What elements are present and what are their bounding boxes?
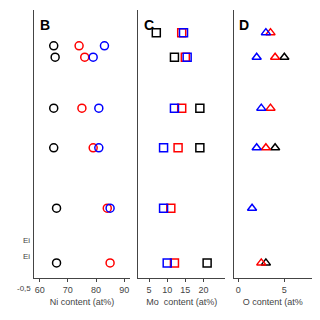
svg-text:Ei: Ei bbox=[23, 252, 30, 261]
svg-text:60: 60 bbox=[35, 285, 45, 295]
svg-text:C: C bbox=[144, 17, 154, 33]
svg-text:Ni content (at%): Ni content (at%) bbox=[50, 297, 115, 307]
svg-text:20: 20 bbox=[198, 285, 208, 295]
svg-text:B: B bbox=[40, 17, 50, 33]
svg-text:Mo content (at%): Mo content (at%) bbox=[146, 297, 217, 307]
svg-text:-0,5: -0,5 bbox=[17, 284, 31, 293]
svg-text:0: 0 bbox=[236, 285, 241, 295]
svg-text:O content (at%: O content (at% bbox=[243, 297, 303, 307]
svg-text:5: 5 bbox=[282, 285, 287, 295]
svg-text:10: 10 bbox=[162, 285, 172, 295]
svg-text:80: 80 bbox=[91, 285, 101, 295]
svg-text:90: 90 bbox=[119, 285, 129, 295]
svg-text:Ei: Ei bbox=[23, 236, 30, 245]
svg-text:D: D bbox=[239, 17, 249, 33]
svg-text:15: 15 bbox=[180, 285, 190, 295]
svg-text:5: 5 bbox=[147, 285, 152, 295]
svg-text:70: 70 bbox=[63, 285, 73, 295]
